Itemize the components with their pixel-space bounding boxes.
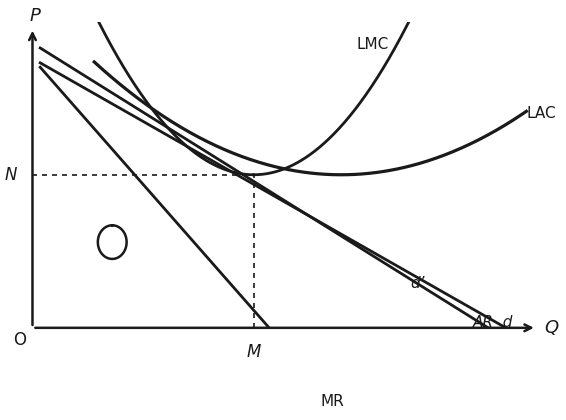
Text: MR: MR	[320, 394, 344, 410]
Text: AR  d: AR d	[473, 315, 513, 330]
Text: d’: d’	[411, 276, 425, 291]
Text: O: O	[13, 331, 26, 349]
Text: LAC: LAC	[526, 105, 556, 121]
Text: M: M	[247, 343, 261, 361]
Text: Q: Q	[544, 319, 559, 337]
Text: LMC: LMC	[357, 37, 389, 52]
Text: P: P	[29, 7, 41, 25]
Text: N: N	[5, 166, 17, 184]
